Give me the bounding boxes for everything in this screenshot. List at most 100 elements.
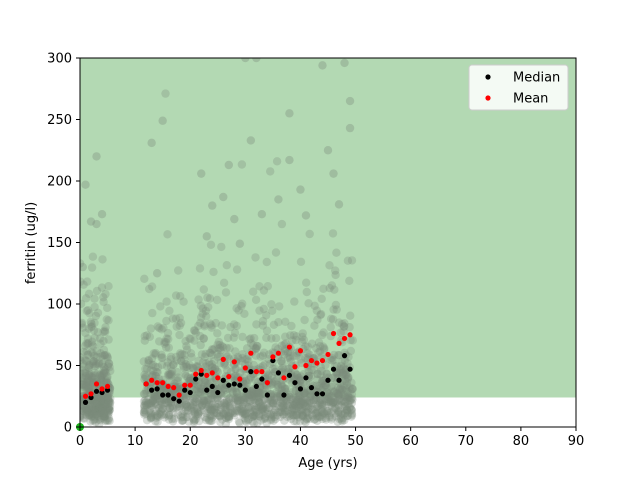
individual-point <box>238 394 247 403</box>
individual-point <box>297 337 307 346</box>
individual-point <box>316 363 325 372</box>
individual-point <box>98 397 108 406</box>
individual-point <box>97 283 107 292</box>
individual-point <box>201 306 211 316</box>
individual-point <box>90 399 100 409</box>
individual-point <box>106 366 115 376</box>
individual-point <box>101 327 110 337</box>
individual-point <box>103 405 113 414</box>
individual-point <box>339 363 348 372</box>
individual-point <box>336 414 345 423</box>
individual-point <box>80 356 85 365</box>
individual-outlier-point <box>152 269 162 278</box>
individual-point <box>88 373 98 382</box>
individual-point <box>219 411 228 420</box>
median-point <box>209 383 215 390</box>
individual-point <box>194 409 203 419</box>
individual-point <box>335 368 344 378</box>
individual-point <box>222 404 231 414</box>
individual-point <box>157 353 166 362</box>
individual-point <box>332 248 341 257</box>
individual-point <box>96 339 105 348</box>
individual-point <box>156 396 165 405</box>
individual-point <box>99 366 108 375</box>
individual-point <box>182 412 191 422</box>
individual-point <box>80 406 87 415</box>
individual-point <box>156 302 165 311</box>
individual-point <box>301 342 310 351</box>
x-tick-label: 40 <box>292 434 309 449</box>
individual-point <box>88 337 97 346</box>
individual-point <box>328 398 338 407</box>
individual-point <box>215 405 224 415</box>
individual-point <box>250 411 259 420</box>
individual-point <box>92 359 101 368</box>
individual-point <box>80 380 87 389</box>
y-tick-label: 200 <box>47 175 72 190</box>
individual-point <box>348 395 357 404</box>
individual-point <box>80 406 86 416</box>
individual-point <box>94 412 103 421</box>
individual-point <box>242 355 252 364</box>
individual-point <box>239 396 248 405</box>
individual-point <box>288 400 297 409</box>
individual-point <box>153 363 163 372</box>
individual-point <box>233 396 242 405</box>
individual-point <box>140 405 149 415</box>
individual-point <box>320 344 329 353</box>
individual-point <box>98 404 107 413</box>
individual-point <box>302 287 311 297</box>
legend-label-median: Median <box>513 71 560 86</box>
individual-point <box>173 376 183 385</box>
individual-point <box>83 277 92 286</box>
median-point <box>281 392 287 398</box>
mean-point <box>248 350 254 356</box>
mean-point <box>82 393 89 399</box>
individual-point <box>331 409 340 418</box>
individual-point <box>316 395 325 404</box>
individual-point <box>302 390 311 400</box>
individual-point <box>104 398 113 407</box>
individual-point <box>155 409 165 419</box>
individual-outlier-point <box>345 96 355 106</box>
individual-point <box>186 392 195 401</box>
mean-point <box>292 364 298 370</box>
individual-point <box>268 348 277 357</box>
individual-point <box>305 398 314 408</box>
individual-point <box>268 306 277 315</box>
individual-point <box>267 398 276 408</box>
individual-point <box>88 340 97 350</box>
individual-point <box>317 410 327 420</box>
mean-point <box>209 370 215 376</box>
individual-point <box>180 369 190 379</box>
individual-point <box>97 400 106 409</box>
individual-point <box>165 306 174 315</box>
individual-point <box>251 387 261 396</box>
individual-point <box>100 326 110 335</box>
individual-point <box>81 356 90 366</box>
individual-point <box>313 416 322 425</box>
individual-point <box>183 409 192 418</box>
individual-point <box>91 417 100 427</box>
y-tick-label: 300 <box>47 52 72 67</box>
individual-point <box>320 400 329 410</box>
individual-point <box>208 345 217 355</box>
individual-point <box>103 416 112 425</box>
individual-point <box>280 384 290 393</box>
individual-point <box>255 306 264 315</box>
individual-point <box>171 314 181 323</box>
individual-point <box>156 397 165 406</box>
individual-point <box>342 380 352 390</box>
individual-point <box>81 372 91 381</box>
individual-point <box>82 382 91 392</box>
individual-point <box>96 397 106 406</box>
individual-point <box>80 380 86 389</box>
individual-point <box>274 383 283 392</box>
individual-point <box>90 414 99 424</box>
individual-point <box>93 401 103 410</box>
individual-point <box>151 371 160 381</box>
individual-point <box>80 366 87 375</box>
individual-point <box>172 403 182 412</box>
individual-point <box>103 303 112 313</box>
individual-point <box>164 397 174 406</box>
